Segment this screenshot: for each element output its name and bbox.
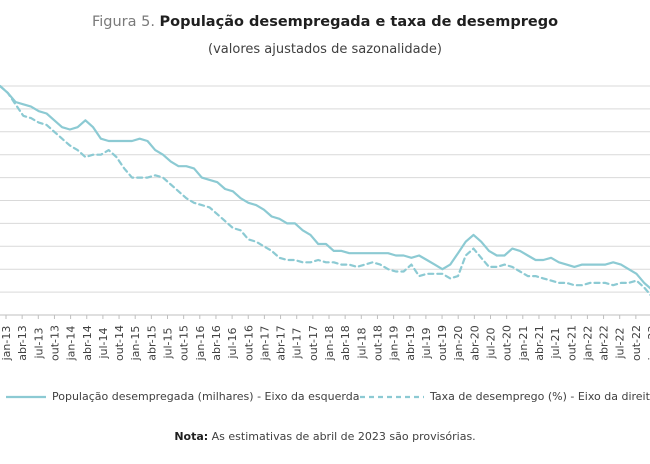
chart-title: Figura 5. População desempregada e taxa …: [0, 14, 650, 30]
figure-number: Figura 5.: [91, 14, 155, 30]
legend-label-populacao: População desempregada (milhares) - Eixo…: [52, 390, 360, 403]
x-tick-label: jan-14: [65, 326, 78, 362]
legend-item-taxa: Taxa de desemprego (%) - Eixo da direita: [360, 390, 650, 403]
note-label: Nota:: [174, 430, 209, 443]
x-tick-label: out-22: [630, 325, 643, 361]
note-text: As estimativas de abril de 2023 são prov…: [211, 430, 476, 443]
x-tick-label: jan-23: [646, 326, 650, 362]
legend-label-taxa: Taxa de desemprego (%) - Eixo da direita: [430, 390, 650, 403]
x-tick-label: abr-14: [81, 325, 94, 361]
x-tick-label: abr-15: [145, 325, 158, 361]
x-tick-label: jul-18: [355, 327, 368, 359]
x-tick-label: jul-14: [97, 327, 110, 359]
x-tick-label: jul-16: [226, 327, 239, 359]
x-tick-label: jul-17: [291, 327, 304, 359]
x-tick-label: abr-22: [598, 325, 611, 361]
chart-subtitle: (valores ajustados de sazonalidade): [208, 42, 442, 57]
x-tick-label: out-15: [178, 325, 191, 361]
x-tick-label: jan-15: [129, 326, 142, 362]
x-tick-label: abr-17: [275, 325, 288, 361]
x-tick-label: jul-22: [614, 327, 627, 359]
x-tick-label: out-18: [371, 325, 384, 361]
x-tick-label: out-21: [565, 325, 578, 361]
footnote: Nota: As estimativas de abril de 2023 sã…: [0, 430, 650, 443]
x-tick-label: jul-21: [549, 327, 562, 359]
x-tick-label: abr-20: [468, 325, 481, 361]
legend-dashed-line-icon: [360, 395, 424, 399]
x-tick-label: abr-13: [16, 325, 29, 361]
x-tick-label: out-20: [501, 325, 514, 361]
x-tick-label: jan-18: [323, 326, 336, 362]
series-line-populacao: [0, 84, 650, 290]
x-tick-label: jan-16: [194, 326, 207, 362]
x-tick-label: jan-19: [388, 326, 401, 362]
x-tick-label: jan-17: [258, 326, 271, 362]
x-tick-label: jan-21: [517, 326, 530, 362]
x-tick-label: jan-22: [581, 326, 594, 362]
x-tick-label: abr-21: [533, 325, 546, 361]
x-tick-label: out-19: [436, 325, 449, 361]
x-tick-label: jan-13: [0, 326, 13, 362]
x-tick-label: out-16: [242, 325, 255, 361]
x-tick-label: jul-19: [420, 327, 433, 359]
legend-item-populacao: População desempregada (milhares) - Eixo…: [6, 390, 359, 403]
figure-title: População desempregada e taxa de desempr…: [159, 14, 559, 30]
x-tick-label: abr-18: [339, 325, 352, 361]
x-tick-label: out-13: [48, 325, 61, 361]
x-tick-label: jul-20: [485, 327, 498, 359]
series-line-taxa: [0, 84, 650, 297]
x-tick-label: jul-15: [162, 327, 175, 359]
x-tick-label: out-14: [113, 325, 126, 361]
legend-solid-line-icon: [6, 395, 46, 399]
x-tick-label: abr-16: [210, 325, 223, 361]
x-tick-label: abr-19: [404, 325, 417, 361]
x-tick-label: jan-20: [452, 326, 465, 362]
x-tick-label: jul-13: [32, 327, 45, 359]
x-tick-label: out-17: [307, 325, 320, 361]
